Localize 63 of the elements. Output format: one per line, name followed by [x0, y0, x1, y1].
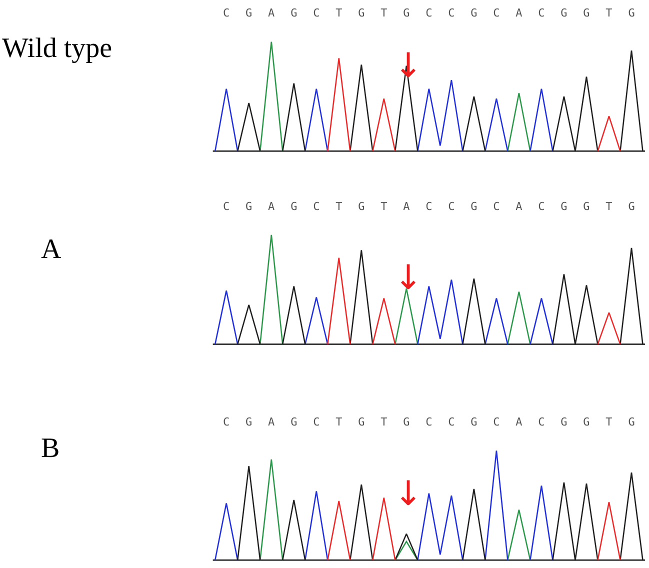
x-tick-label: T: [606, 416, 613, 429]
x-tick-label: C: [426, 6, 432, 20]
x-tick-label: C: [313, 6, 320, 20]
x-tick-label: A: [516, 200, 523, 213]
x-tick-label: T: [336, 6, 343, 20]
x-tick-label: C: [493, 416, 500, 429]
x-tick-label: G: [358, 200, 365, 213]
x-tick-label: G: [628, 416, 635, 429]
x-tick-label: C: [448, 6, 455, 20]
x-tick-label: G: [628, 6, 635, 20]
x-tick-label: C: [426, 200, 432, 213]
x-tick-label: G: [358, 6, 365, 20]
x-tick-label: T: [380, 416, 388, 429]
x-tick-label: G: [470, 6, 478, 20]
x-tick-label: A: [268, 200, 276, 213]
x-tick-label: C: [493, 200, 500, 213]
x-tick-label: T: [606, 6, 613, 20]
x-tick-label: G: [583, 416, 590, 429]
x-tick-label: C: [493, 6, 500, 20]
x-tick-label: G: [246, 6, 252, 20]
x-tick-label: G: [403, 6, 410, 20]
annotation: ↓: [394, 46, 422, 86]
annotation: ↓: [394, 258, 422, 298]
x-tick-label: T: [606, 200, 613, 213]
x-tick-label: G: [246, 200, 252, 213]
x-tick-label: A: [516, 416, 523, 429]
x-tick-label: C: [538, 6, 545, 20]
x-tick-label: C: [223, 200, 230, 213]
x-tick-label: C: [448, 416, 455, 429]
chart-title: B: [41, 433, 60, 464]
x-tick-label: T: [380, 6, 388, 20]
x-tick-label: C: [426, 416, 432, 429]
x-tick-label: G: [560, 6, 568, 20]
x-tick-label: G: [246, 416, 252, 429]
x-tick-label: G: [290, 200, 298, 213]
x-tick-label: T: [336, 200, 343, 213]
x-tick-label: A: [403, 200, 410, 213]
x-tick-label: T: [336, 416, 343, 429]
x-tick-label: A: [516, 6, 523, 20]
x-tick-label: C: [448, 200, 455, 213]
x-tick-label: C: [223, 6, 230, 20]
x-tick-label: C: [313, 200, 320, 213]
x-tick-label: G: [583, 6, 590, 20]
x-tick-label: G: [583, 200, 590, 213]
x-tick-label: C: [223, 416, 230, 429]
x-tick-label: G: [290, 416, 298, 429]
x-tick-label: G: [560, 416, 568, 429]
x-tick-label: T: [380, 200, 388, 213]
x-tick-label: A: [268, 416, 276, 429]
x-tick-label: G: [290, 6, 298, 20]
x-tick-label: G: [403, 416, 410, 429]
x-tick-label: G: [470, 200, 478, 213]
x-tick-label: G: [358, 416, 365, 429]
x-tick-label: C: [313, 416, 320, 429]
annotation: ↓: [394, 474, 422, 514]
x-tick-label: G: [560, 200, 568, 213]
x-tick-label: G: [470, 416, 478, 429]
x-tick-label: A: [268, 6, 276, 20]
x-tick-label: G: [628, 200, 635, 213]
chart-title: A: [41, 234, 62, 265]
x-tick-label: C: [538, 200, 545, 213]
x-tick-label: C: [538, 416, 545, 429]
chart-title: Wild type: [2, 33, 112, 64]
